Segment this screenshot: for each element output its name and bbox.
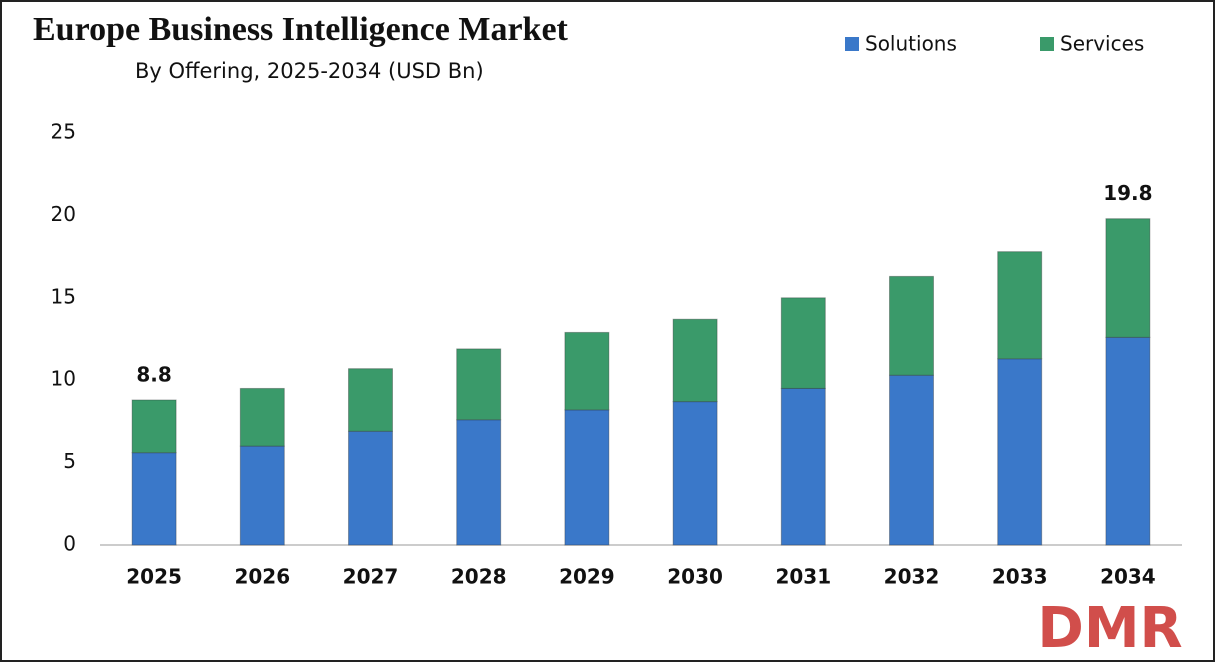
y-tick-label: 5 — [63, 449, 76, 473]
y-tick-label: 10 — [51, 367, 76, 391]
bar-segment — [239, 387, 285, 447]
x-tick-label: 2034 — [1100, 565, 1156, 589]
chart-title: Europe Business Intelligence Market — [33, 11, 569, 48]
bar-segment — [131, 399, 177, 454]
bar-segment — [780, 387, 826, 546]
bar-segment — [131, 452, 177, 546]
bar-segment — [564, 409, 610, 546]
legend-swatch — [1040, 37, 1054, 51]
bar-segment — [239, 445, 285, 546]
total-label: 8.8 — [136, 362, 171, 386]
bar-segment — [348, 368, 393, 432]
y-tick-label: 0 — [63, 532, 76, 556]
watermark: DMR — [1037, 596, 1182, 661]
x-tick-label: 2026 — [234, 565, 290, 589]
bar-segment — [348, 430, 393, 546]
bar-segment — [889, 275, 934, 376]
legend-label: Solutions — [865, 32, 957, 56]
x-tick-label: 2030 — [667, 565, 723, 589]
bar-segment — [564, 331, 610, 411]
chart-subtitle: By Offering, 2025-2034 (USD Bn) — [135, 59, 484, 83]
bar-segment — [456, 348, 502, 421]
bar-segment — [672, 401, 718, 546]
bar-segment — [780, 297, 826, 389]
legend-swatch — [845, 37, 859, 51]
y-tick-label: 15 — [51, 284, 76, 308]
bar-segment — [1105, 336, 1151, 546]
legend-label: Services — [1060, 32, 1144, 56]
total-label: 19.8 — [1103, 181, 1152, 205]
x-tick-label: 2028 — [451, 565, 507, 589]
bar-segment — [672, 318, 718, 403]
x-tick-label: 2029 — [559, 565, 615, 589]
x-tick-label: 2025 — [126, 565, 182, 589]
bar-segment — [456, 419, 502, 546]
bar-segment — [1105, 218, 1151, 338]
y-tick-label: 20 — [51, 202, 76, 226]
x-tick-label: 2033 — [992, 565, 1048, 589]
x-tick-label: 2031 — [775, 565, 831, 589]
bar-segment — [997, 251, 1043, 360]
x-tick-label: 2032 — [884, 565, 940, 589]
bar-segment — [889, 374, 934, 546]
bar-segment — [997, 358, 1043, 546]
x-tick-label: 2027 — [343, 565, 399, 589]
y-tick-label: 25 — [51, 120, 76, 144]
